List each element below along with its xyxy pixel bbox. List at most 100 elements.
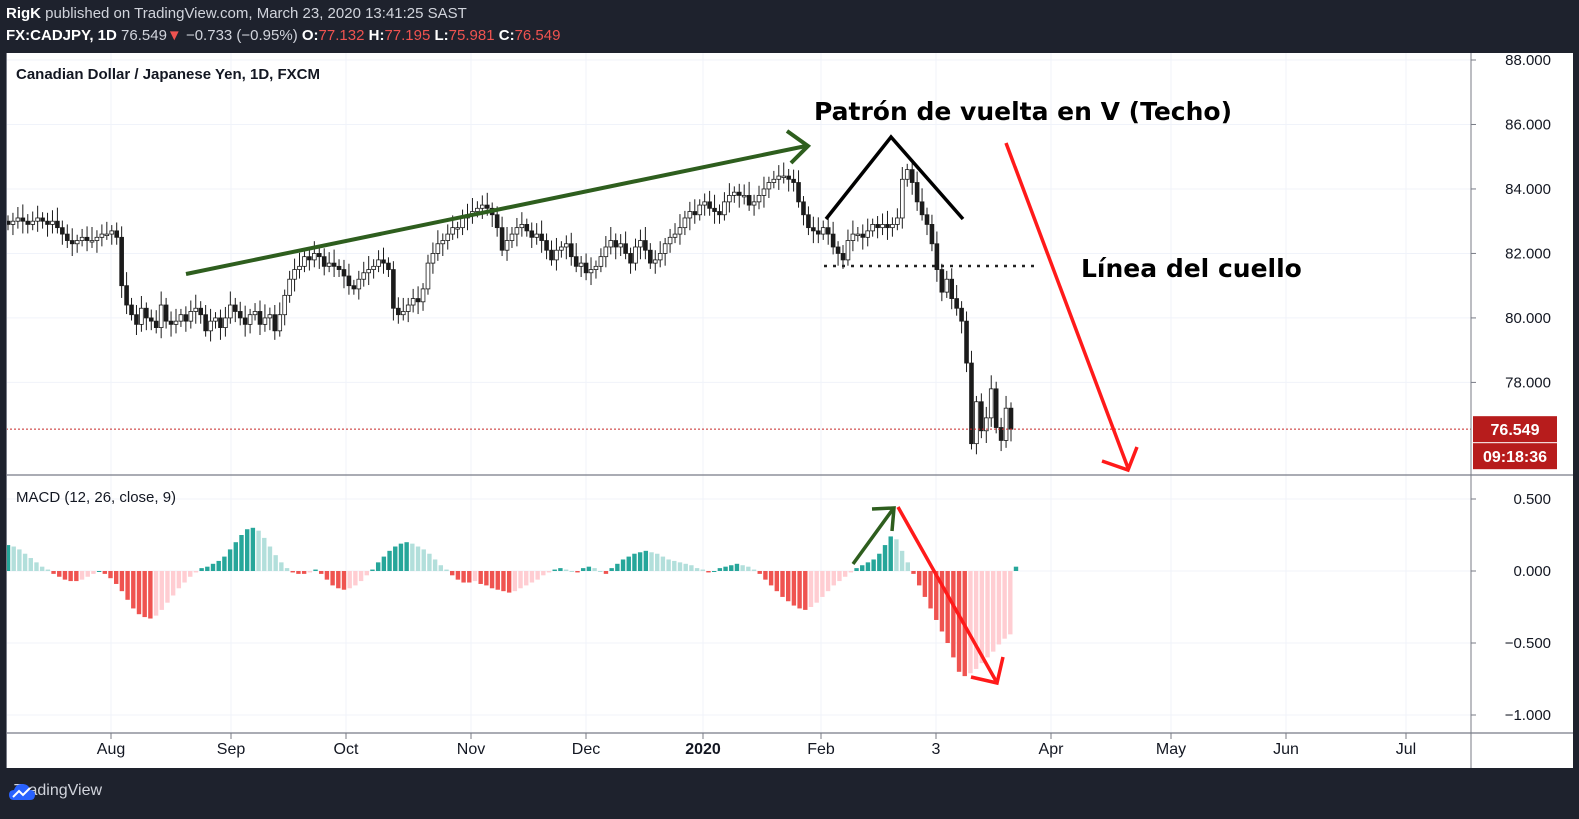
macd-bar xyxy=(518,571,523,589)
candle-body xyxy=(173,320,179,325)
candle-body xyxy=(99,233,105,238)
candle-body xyxy=(949,278,955,299)
macd-bar xyxy=(734,563,740,571)
candle-body xyxy=(381,259,386,264)
ohlc-info: FX:CADJPY, 1D 76.549▼ −0.733 (−0.95%) O:… xyxy=(6,27,560,44)
candle-body xyxy=(781,175,787,178)
macd-bar xyxy=(700,569,705,571)
macd-bar xyxy=(79,571,85,580)
candle-body xyxy=(929,224,935,245)
macd-bar xyxy=(842,571,848,577)
macd-bar xyxy=(620,559,626,571)
author-name[interactable]: RigK xyxy=(6,5,41,22)
candle-body xyxy=(15,217,21,222)
candle-body xyxy=(732,191,737,196)
macd-bar xyxy=(546,571,552,573)
downtrend-arrow-head xyxy=(1101,446,1139,473)
macd-bar xyxy=(205,566,210,571)
candle-body xyxy=(628,253,633,264)
candle-body xyxy=(761,188,767,196)
candle-body xyxy=(302,256,307,267)
macd-bar xyxy=(85,571,90,577)
macd-bar xyxy=(153,571,159,616)
candle-body xyxy=(801,201,806,216)
macd-bar xyxy=(1008,571,1013,635)
macd-bar xyxy=(894,539,899,571)
candle-body xyxy=(331,262,337,267)
candle-body xyxy=(20,217,26,222)
macd-bar xyxy=(336,571,341,589)
macd-bar xyxy=(694,568,700,571)
low-value: 75.981 xyxy=(448,27,495,44)
macd-bar xyxy=(615,563,620,571)
macd-bar xyxy=(375,562,381,571)
macd-bar xyxy=(370,569,375,571)
candle-body xyxy=(139,307,144,325)
candle-body xyxy=(662,243,668,254)
macd-bar xyxy=(689,565,694,571)
chart-svg[interactable]: Patrón de vuelta en V (Techo) Línea del c… xyxy=(6,53,1573,768)
macd-bar xyxy=(353,571,358,586)
candle-body xyxy=(1008,407,1014,430)
candle-body xyxy=(554,249,559,261)
candle-body xyxy=(104,233,110,236)
macd-bar xyxy=(706,571,711,573)
price-pane-title: Canadian Dollar / Japanese Yen, 1D, FXCM xyxy=(16,66,320,83)
price-tick-label: 80.000 xyxy=(1505,310,1551,327)
candle-body xyxy=(875,224,880,229)
time-tick-label: Oct xyxy=(334,741,359,758)
macd-bar xyxy=(91,571,96,574)
candle-body xyxy=(25,220,31,225)
candle-body xyxy=(499,227,505,251)
macd-bar xyxy=(484,571,489,586)
macd-bar xyxy=(313,569,318,571)
macd-bar xyxy=(911,571,916,574)
v-pattern-title: Patrón de vuelta en V (Techo) xyxy=(814,97,1232,126)
macd-bar xyxy=(6,545,11,571)
macd-bar xyxy=(632,553,637,571)
candle-body xyxy=(514,227,520,235)
candle-body xyxy=(420,288,426,303)
macd-bar xyxy=(330,571,335,586)
last-price-tag-text: 76.549 xyxy=(1491,422,1540,439)
candle-body xyxy=(292,269,297,280)
candle-body xyxy=(845,240,851,261)
candle-body xyxy=(400,311,406,316)
candle-body xyxy=(287,278,292,296)
candle-body xyxy=(391,269,396,309)
macd-bar xyxy=(575,571,580,573)
macd-bar xyxy=(301,571,307,574)
macd-bar xyxy=(404,542,409,571)
price-tick-label: 82.000 xyxy=(1505,245,1551,262)
candle-body xyxy=(198,307,203,316)
candle-body xyxy=(895,217,900,225)
candle-body xyxy=(643,240,648,251)
macd-bar xyxy=(142,571,147,618)
macd-bar xyxy=(62,571,68,580)
macd-bar xyxy=(837,571,842,582)
annotations-layer: Patrón de vuelta en V (Techo) Línea del c… xyxy=(6,97,1471,686)
candle-body xyxy=(504,240,510,251)
chart-background xyxy=(6,53,1573,768)
candle-body xyxy=(218,317,223,328)
macd-bar xyxy=(250,527,256,571)
symbol-label[interactable]: FX:CADJPY, 1D xyxy=(6,27,117,44)
macd-bar xyxy=(768,571,774,586)
candle-body xyxy=(213,317,218,322)
macd-bar xyxy=(729,565,734,571)
macd-bar xyxy=(11,546,16,571)
time-tick-label: Nov xyxy=(457,741,485,758)
macd-bar xyxy=(148,571,153,619)
time-tick-label: Jul xyxy=(1396,741,1416,758)
macd-bar xyxy=(284,568,290,571)
macd-bar xyxy=(227,549,233,571)
candle-body xyxy=(919,201,925,216)
macd-bar xyxy=(495,571,500,590)
tradingview-logo[interactable]: TradingView xyxy=(8,782,102,800)
candle-body xyxy=(880,224,885,229)
candle-body xyxy=(425,262,431,290)
macd-bar xyxy=(341,571,347,590)
candle-body xyxy=(252,311,258,316)
chart-area[interactable]: Patrón de vuelta en V (Techo) Línea del c… xyxy=(6,53,1573,768)
macd-bar xyxy=(273,555,278,571)
